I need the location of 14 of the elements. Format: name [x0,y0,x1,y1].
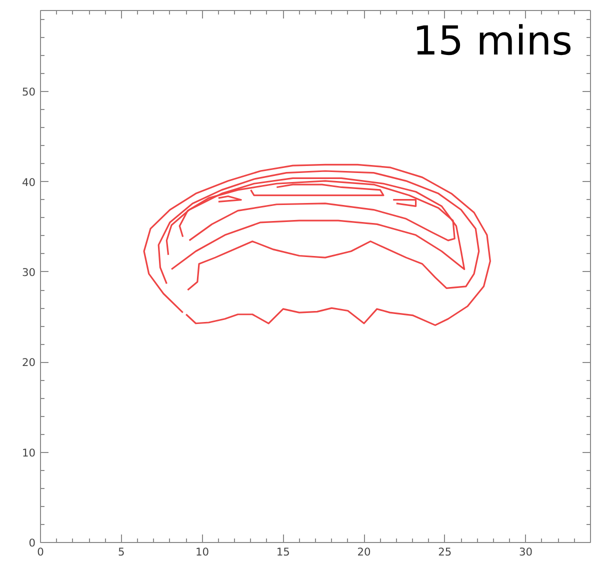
y-tick-label: 20 [22,356,36,370]
y-tick-label: 0 [28,536,36,550]
y-tick-label: 10 [22,446,36,460]
y-tick-label: 40 [22,176,36,189]
x-tick-label: 10 [195,546,210,558]
x-tick-label: 0 [37,546,44,558]
x-tick-label: 15 [276,546,290,558]
y-tick-label: 30 [22,266,36,279]
x-tick-label: 20 [357,546,372,558]
x-tick-label: 5 [118,546,125,558]
x-tick-label: 25 [438,546,452,558]
x-tick-label: 30 [519,546,533,558]
y-tick-label: 50 [22,86,36,99]
annotation: 15 mins [412,18,573,64]
